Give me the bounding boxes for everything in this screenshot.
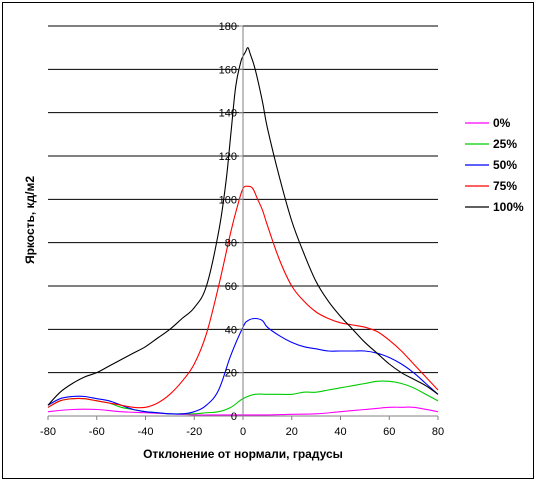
x-tick-label: -60	[89, 426, 105, 438]
x-tick-label: -40	[138, 426, 154, 438]
y-tick-label: 140	[219, 108, 237, 120]
x-tick-label: 0	[240, 426, 246, 438]
legend-label-2: 50%	[493, 158, 517, 172]
y-tick-label: 180	[219, 21, 237, 33]
y-axis-title: Яркость, кд/м2	[23, 176, 37, 264]
y-tick-label: 120	[219, 151, 237, 163]
y-tick-label: 20	[225, 368, 237, 380]
series-line-4	[47, 47, 439, 406]
series-line-2	[47, 317, 439, 415]
y-tick-label: 80	[225, 238, 237, 250]
legend-label-0: 0%	[493, 116, 511, 130]
legend-label-1: 25%	[493, 137, 517, 151]
legend-label-4: 100%	[493, 200, 524, 214]
series-line-0	[47, 406, 439, 416]
x-tick-label: -20	[186, 426, 202, 438]
y-tick-label: 160	[219, 64, 237, 76]
y-tick-label: 40	[225, 324, 237, 336]
tick-labels: -80 -60 -40 -20 0 20 40 60 80 0 20 40 60 80 100 120 140 1…	[40, 21, 444, 438]
x-tick-label: -80	[40, 426, 56, 438]
series-line-3	[47, 185, 439, 409]
y-tick-label: 100	[219, 194, 237, 206]
axes	[47, 25, 439, 420]
x-tick-label: 60	[383, 426, 395, 438]
x-tick-label: 40	[334, 426, 346, 438]
x-tick-label: 20	[286, 426, 298, 438]
y-tick-label: 60	[225, 281, 237, 293]
x-axis-title: Отклонение от нормали, градусы	[143, 447, 343, 461]
legend: 0% 25% 50% 75% 100%	[465, 116, 524, 214]
x-tick-label: 80	[432, 426, 444, 438]
legend-label-3: 75%	[493, 179, 517, 193]
y-tick-label: 0	[231, 411, 237, 423]
